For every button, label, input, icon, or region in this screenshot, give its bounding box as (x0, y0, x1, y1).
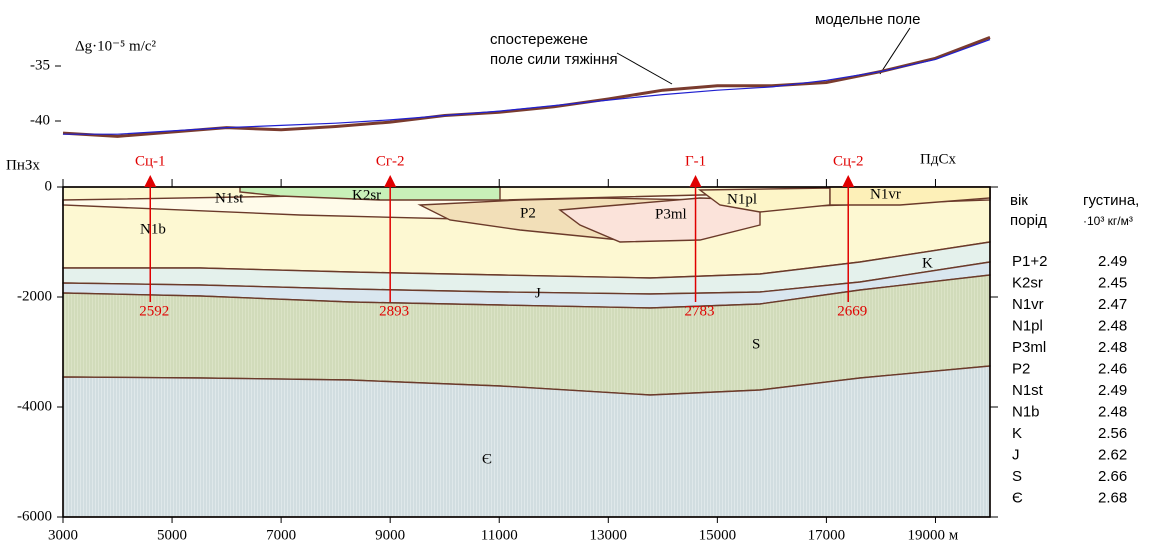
annotation: модельне поле (815, 11, 921, 28)
header-line: порід (1010, 212, 1047, 229)
annotation: спостережене поле сили тяжіння (490, 31, 618, 68)
leader (879, 27, 911, 75)
x-tick-label: 15000 (699, 527, 737, 543)
density: 2.49 (1098, 382, 1127, 399)
age: N1st (1012, 382, 1044, 399)
x-tick-label: 17000 (808, 527, 846, 543)
frame (62, 186, 991, 518)
density: 2.48 (1098, 403, 1127, 420)
direction-label: ПнЗх (6, 157, 40, 173)
header-line: ·10³ кг/м³ (1083, 214, 1133, 228)
layer-label: N1pl (727, 191, 757, 207)
x-tick-label: 3000 (48, 527, 78, 543)
y-tick-label: -40 (30, 112, 50, 128)
density: 2.45 (1098, 274, 1127, 291)
age: K (1012, 425, 1022, 442)
age: P2 (1012, 360, 1030, 377)
leader (616, 52, 673, 85)
density: 2.49 (1098, 253, 1127, 270)
age: K2sr (1012, 274, 1043, 291)
well-marker (689, 175, 702, 187)
layer-label: N1b (140, 221, 166, 237)
density: 2.46 (1098, 360, 1127, 377)
y-tick-label: -6000 (17, 508, 52, 524)
x-tick-label: 11000 (481, 527, 518, 543)
table-header: густина, ·10³ кг/м³ (1083, 192, 1139, 228)
well-name: Сц-2 (833, 153, 864, 169)
x-tick-label: 7000 (266, 527, 296, 543)
density: 2.68 (1098, 489, 1127, 506)
layer-label: J (535, 285, 541, 301)
layer-label: S (752, 336, 760, 352)
layer-label: Є (482, 451, 492, 467)
y-tick-label: -4000 (17, 398, 52, 414)
y-tick-label: -35 (30, 57, 50, 73)
density: 2.48 (1098, 339, 1127, 356)
header-line: вік (1010, 192, 1028, 209)
density: 2.48 (1098, 317, 1127, 334)
annotation-line: спостережене (490, 31, 588, 48)
density: 2.62 (1098, 446, 1127, 463)
density: 2.47 (1098, 296, 1127, 313)
age: N1pl (1012, 317, 1043, 334)
x-tick-label: 9000 (375, 527, 405, 543)
x-tick-label: 13000 (590, 527, 628, 543)
layer-label: K2sr (352, 187, 381, 203)
well-name: Сг-2 (376, 153, 405, 169)
age: P3ml (1012, 339, 1046, 356)
well-marker (842, 175, 855, 187)
well-name: Сц-1 (135, 153, 166, 169)
age: S (1012, 468, 1022, 485)
layer-label: P2 (520, 205, 536, 221)
well-label: 2669 (837, 303, 867, 319)
layer-label: N1vr (870, 186, 901, 202)
annotation-line: поле сили тяжіння (490, 51, 618, 68)
age: P1+2 (1012, 253, 1047, 270)
age: N1vr (1012, 296, 1044, 313)
well-label: 2592 (139, 303, 169, 319)
age: Є (1012, 489, 1023, 506)
header-line: густина, (1083, 192, 1139, 209)
y-tick-label: 0 (45, 178, 53, 194)
x-tick-label: 19000 м (907, 527, 958, 543)
y-tick-label: -2000 (17, 288, 52, 304)
layers (62, 186, 991, 518)
y-axis-title: Δg·10⁻⁵ m/c² (75, 38, 157, 54)
density: 2.56 (1098, 425, 1127, 442)
x-tick-label: 5000 (157, 527, 187, 543)
well-marker (144, 175, 157, 187)
layer-label: P3ml (655, 206, 687, 222)
well-label: 2783 (685, 303, 715, 319)
table-header: вік порід (1010, 192, 1047, 229)
direction-label: ПдСх (920, 151, 956, 167)
layer-label: N1st (215, 190, 244, 206)
gravity-line (63, 39, 991, 135)
well-label: 2893 (379, 303, 409, 319)
layer-labels: N1b N1st K2sr P2 P3ml N1pl N1vr K J S Є (140, 186, 933, 467)
age: N1b (1012, 403, 1040, 420)
layer-label: K (922, 255, 933, 271)
well-name: Г-1 (685, 153, 706, 169)
well-marker (384, 175, 397, 187)
age: J (1012, 446, 1020, 463)
density: 2.66 (1098, 468, 1127, 485)
